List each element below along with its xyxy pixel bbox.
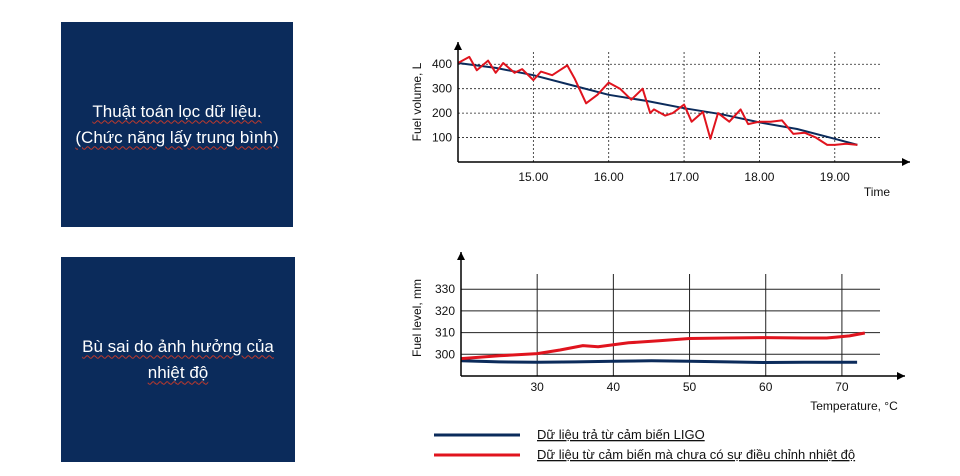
legend-label-uncompensated: Dữ liệu từ cảm biến mà chưa có sự điều c… <box>537 447 855 462</box>
x-tick-label: 18.00 <box>744 170 774 184</box>
y-tick-label: 200 <box>432 106 452 120</box>
y-tick-label: 400 <box>432 57 452 71</box>
box2-line1: Bù sai do ảnh hưởng của <box>82 336 274 356</box>
series-line-1 <box>457 55 858 146</box>
series-line-1 <box>460 331 866 361</box>
legend: Dữ liệu trả từ cảm biến LIGO Dữ liệu từ … <box>434 427 855 462</box>
fuel-volume-chart: 100 200 300 400 15.00 16.00 17.00 18.00 19.00 Tim… <box>410 42 910 199</box>
x-tick-label: 17.00 <box>669 170 699 184</box>
x-axis-label: Temperature, °C <box>810 399 898 413</box>
box1-line1: Thuật toán lọc dữ liệu. <box>92 101 262 121</box>
y-tick-label: 330 <box>435 282 455 296</box>
y-tick-label: 320 <box>435 304 455 318</box>
x-axis-label: Time <box>864 185 891 199</box>
x-tick-label: 16.00 <box>594 170 624 184</box>
x-tick-label: 19.00 <box>820 170 850 184</box>
y-axis-label: Fuel volume, L <box>410 62 424 141</box>
fuel-level-chart: 300 310 320 330 30 40 50 60 70 Temperature, °C Fue… <box>410 252 905 413</box>
y-tick-label: 310 <box>435 326 455 340</box>
y-tick-label: 100 <box>432 131 452 145</box>
series-line-0 <box>460 359 858 364</box>
box1-line2: (Chức năng lấy trung bình) <box>75 127 279 147</box>
x-tick-label: 50 <box>683 380 697 394</box>
y-axis-arrow <box>457 252 465 260</box>
x-axis-arrow <box>902 158 910 166</box>
legend-label-ligo: Dữ liệu trả từ cảm biến LIGO <box>537 427 705 442</box>
temperature-compensation-box: Bù sai do ảnh hưởng của nhiệt độ <box>61 257 295 462</box>
box2-line2: nhiệt độ <box>147 362 209 382</box>
x-tick-label: 70 <box>835 380 849 394</box>
x-axis-arrow <box>897 372 905 380</box>
x-tick-label: 15.00 <box>518 170 548 184</box>
x-tick-label: 60 <box>759 380 773 394</box>
filter-algorithm-box: Thuật toán lọc dữ liệu. (Chức năng lấy t… <box>61 22 293 227</box>
x-tick-label: 30 <box>531 380 545 394</box>
y-axis-arrow <box>454 42 462 50</box>
y-axis-label: Fuel level, mm <box>410 279 424 357</box>
y-tick-label: 300 <box>432 82 452 96</box>
x-tick-label: 40 <box>607 380 621 394</box>
y-tick-label: 300 <box>435 347 455 361</box>
